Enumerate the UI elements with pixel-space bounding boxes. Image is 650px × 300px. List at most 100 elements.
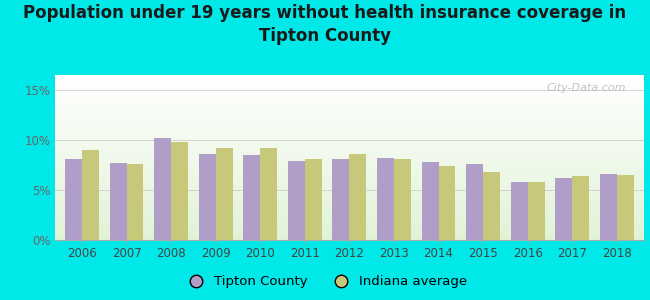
Bar	[55, 157, 644, 158]
Bar	[55, 139, 644, 140]
Bar	[55, 197, 644, 198]
Bar	[55, 161, 644, 162]
Bar	[82, 150, 99, 240]
Bar	[55, 193, 644, 194]
Bar	[55, 235, 644, 236]
Bar	[55, 143, 644, 144]
Bar	[55, 191, 644, 192]
Bar	[55, 204, 644, 205]
Bar	[55, 220, 644, 221]
Bar	[55, 124, 644, 125]
Bar	[55, 130, 644, 131]
Bar	[243, 155, 260, 240]
Bar	[483, 172, 500, 240]
Bar	[55, 75, 644, 76]
Bar	[55, 84, 644, 85]
Bar	[55, 140, 644, 141]
Bar	[55, 172, 644, 173]
Bar	[55, 185, 644, 186]
Bar	[55, 202, 644, 203]
Bar	[55, 104, 644, 105]
Bar	[55, 227, 644, 228]
Bar	[55, 92, 644, 93]
Bar	[55, 237, 644, 238]
Bar	[55, 79, 644, 80]
Bar	[55, 212, 644, 213]
Bar	[288, 161, 305, 240]
Bar	[55, 119, 644, 120]
Bar	[55, 182, 644, 183]
Bar	[55, 112, 644, 113]
Bar	[55, 211, 644, 212]
Bar	[55, 219, 644, 220]
Bar	[55, 99, 644, 100]
Bar	[55, 106, 644, 107]
Bar	[55, 224, 644, 225]
Bar	[55, 105, 644, 106]
Bar	[55, 110, 644, 111]
Bar	[55, 236, 644, 237]
Bar	[305, 159, 322, 240]
Bar	[55, 108, 644, 109]
Bar	[55, 179, 644, 180]
Bar	[55, 177, 644, 178]
Bar	[55, 95, 644, 96]
Bar	[55, 128, 644, 129]
Bar	[55, 180, 644, 181]
Text: Population under 19 years without health insurance coverage in
Tipton County: Population under 19 years without health…	[23, 4, 627, 45]
Bar	[55, 196, 644, 197]
Bar	[65, 159, 82, 240]
Bar	[55, 150, 644, 151]
Bar	[55, 232, 644, 233]
Bar	[127, 164, 144, 240]
Bar	[55, 226, 644, 227]
Bar	[55, 213, 644, 214]
Bar	[55, 168, 644, 169]
Bar	[55, 207, 644, 208]
Bar	[55, 136, 644, 137]
Bar	[55, 97, 644, 98]
Bar	[55, 82, 644, 83]
Bar	[55, 96, 644, 97]
Bar	[55, 167, 644, 168]
Bar	[55, 198, 644, 199]
Bar	[55, 169, 644, 170]
Bar	[55, 205, 644, 206]
Bar	[55, 234, 644, 235]
Bar	[55, 163, 644, 164]
Bar	[439, 166, 456, 240]
Bar	[55, 83, 644, 84]
Bar	[55, 221, 644, 222]
Bar	[55, 86, 644, 87]
Bar	[55, 190, 644, 191]
Bar	[55, 153, 644, 154]
Bar	[55, 101, 644, 102]
Bar	[55, 123, 644, 124]
Bar	[466, 164, 483, 240]
Bar	[55, 230, 644, 231]
Bar	[55, 82, 644, 83]
Bar	[55, 115, 644, 116]
Bar	[55, 133, 644, 134]
Bar	[55, 91, 644, 92]
Bar	[55, 111, 644, 112]
Bar	[55, 151, 644, 152]
Bar	[55, 120, 644, 121]
Bar	[55, 206, 644, 207]
Bar	[110, 163, 127, 240]
Bar	[55, 154, 644, 155]
Bar	[55, 145, 644, 146]
Bar	[199, 154, 216, 240]
Bar	[55, 183, 644, 184]
Bar	[55, 195, 644, 196]
Bar	[171, 142, 188, 240]
Bar	[332, 159, 350, 240]
Text: City-Data.com: City-Data.com	[547, 83, 626, 93]
Bar	[55, 223, 644, 224]
Bar	[55, 166, 644, 167]
Bar	[600, 174, 617, 240]
Bar	[55, 134, 644, 135]
Bar	[55, 100, 644, 101]
Bar	[422, 162, 439, 240]
Bar	[55, 225, 644, 226]
